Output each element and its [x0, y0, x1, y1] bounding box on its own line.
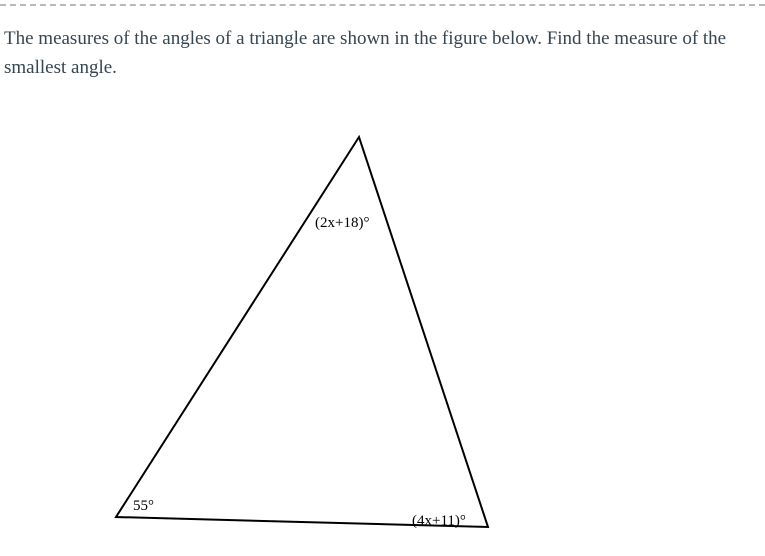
triangle-polygon [116, 137, 488, 527]
triangle-svg [0, 4, 765, 551]
angle-label-left: 55° [133, 498, 154, 515]
angle-label-top: (2x+18)° [315, 215, 369, 232]
triangle-figure: (2x+18)° 55° (4x+11)° [0, 4, 765, 551]
angle-label-right: (4x+11)° [412, 513, 466, 530]
